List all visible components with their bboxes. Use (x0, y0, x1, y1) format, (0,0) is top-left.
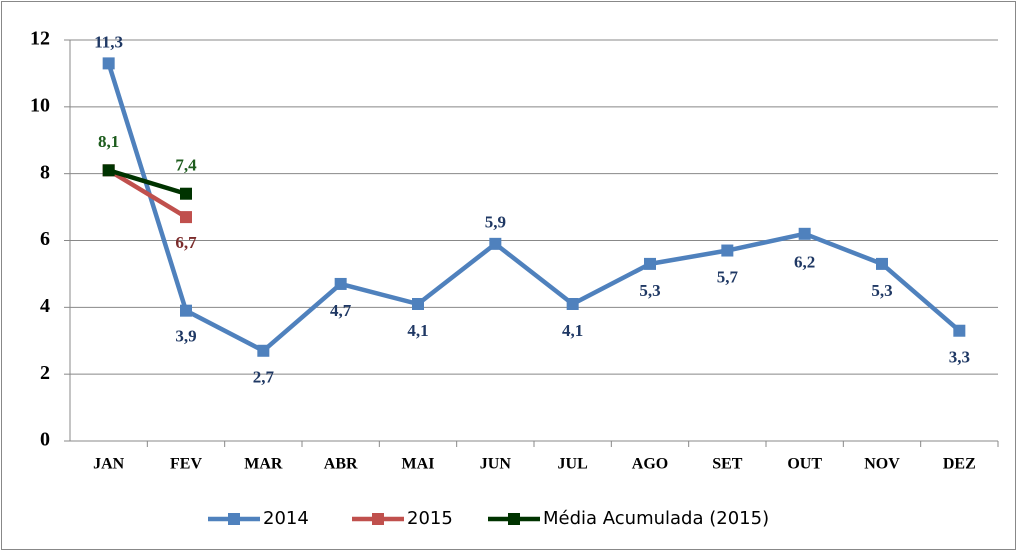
x-tick-label: ABR (324, 456, 358, 473)
value-label: 7,4 (175, 156, 197, 175)
value-label: 11,3 (94, 32, 123, 51)
y-tick-label: 4 (40, 295, 50, 317)
value-label: 3,3 (949, 348, 970, 367)
value-label: 5,7 (717, 267, 739, 286)
x-tick-label: MAI (402, 456, 435, 473)
marker (566, 297, 579, 310)
marker (180, 304, 192, 317)
value-label: 4,1 (562, 321, 583, 340)
value-label: 3,9 (175, 327, 196, 346)
x-tick-label: DEZ (943, 456, 976, 473)
marker (180, 187, 192, 200)
y-tick-label: 2 (40, 362, 50, 384)
y-tick-label: 0 (40, 429, 50, 451)
marker (798, 227, 811, 240)
legend-marker (372, 513, 384, 525)
x-tick-label: JUN (480, 456, 512, 473)
legend-label: 2015 (407, 508, 453, 529)
y-tick-label: 6 (40, 228, 50, 250)
marker (102, 57, 115, 70)
value-label: 5,3 (639, 281, 660, 300)
value-label: 8,1 (98, 132, 119, 151)
marker (257, 344, 270, 357)
x-tick-label: AGO (632, 456, 668, 473)
value-label: 4,1 (407, 321, 428, 340)
value-label: 6,2 (794, 253, 815, 272)
series-line (107, 168, 188, 220)
x-tick-label: JUL (558, 456, 588, 473)
value-label: 2,7 (253, 368, 275, 387)
value-label: 4,7 (330, 301, 352, 320)
x-tick-label: SET (712, 456, 743, 473)
value-label: 6,7 (175, 233, 197, 252)
series-line (108, 168, 187, 196)
legend-label: 2014 (263, 508, 309, 529)
marker (412, 297, 424, 310)
marker (102, 164, 115, 177)
marker (334, 277, 347, 290)
series-line (106, 62, 961, 354)
x-tick-label: NOV (864, 456, 900, 473)
legend-marker (508, 513, 520, 525)
value-label: 5,9 (485, 213, 506, 232)
x-tick-label: OUT (787, 456, 822, 473)
marker (180, 211, 192, 224)
x-tick-label: JAN (93, 456, 125, 473)
marker (489, 237, 502, 250)
legend-label: Média Acumulada (2015) (543, 508, 769, 529)
value-label: 5,3 (871, 281, 892, 300)
marker (876, 257, 888, 270)
y-tick-label: 8 (40, 161, 50, 183)
x-tick-label: FEV (170, 456, 202, 473)
y-tick-label: 12 (30, 28, 50, 50)
marker (953, 324, 966, 337)
marker (644, 257, 656, 270)
marker (721, 244, 734, 257)
legend-marker (228, 513, 240, 525)
y-tick-label: 10 (30, 94, 50, 116)
x-tick-label: MAR (244, 456, 283, 473)
